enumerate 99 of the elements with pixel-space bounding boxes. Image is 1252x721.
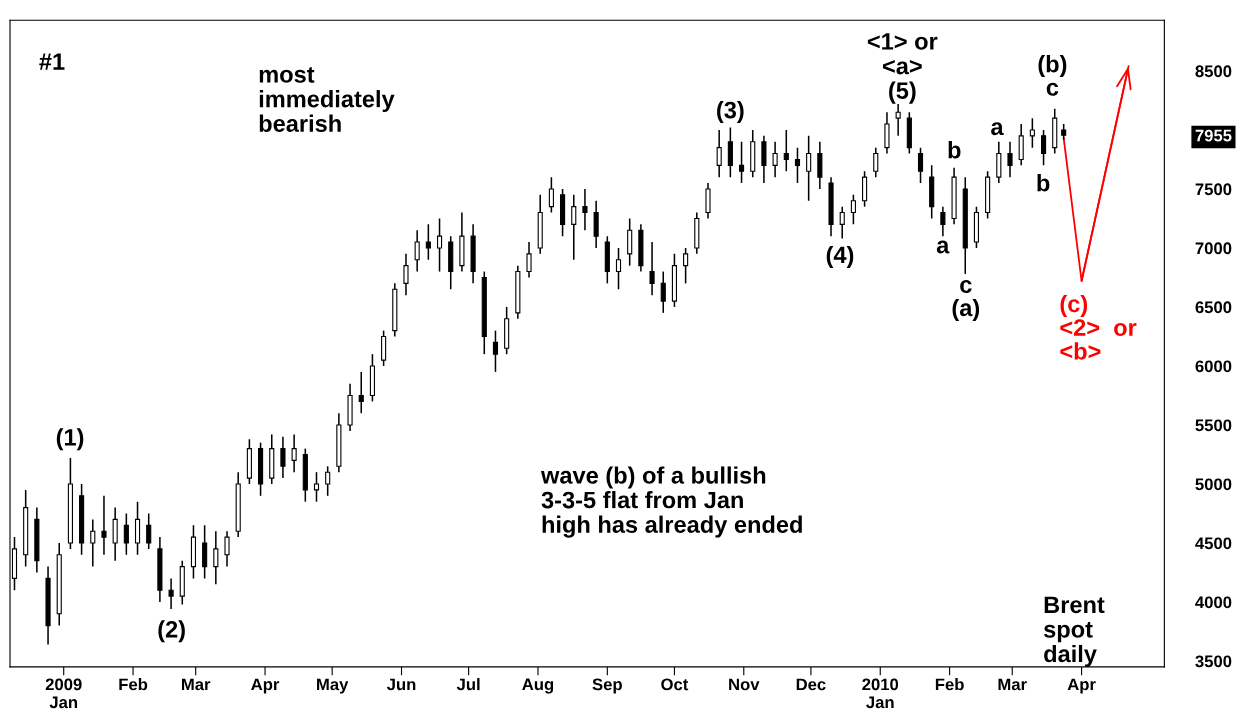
candlestick <box>1007 140 1013 178</box>
candlestick <box>358 371 364 414</box>
x-tick-label: Dec <box>796 678 826 691</box>
candlestick <box>873 146 879 178</box>
candlestick <box>548 176 554 214</box>
x-tick-label: May <box>317 678 349 694</box>
candlestick <box>705 182 711 220</box>
candlestick <box>649 241 655 296</box>
y-tick-label: 5000 <box>1195 478 1232 491</box>
candlestick <box>414 229 420 273</box>
candlestick <box>615 247 622 291</box>
y-tick-label: 7500 <box>1195 183 1232 196</box>
x-tick-label: Aug <box>522 678 554 694</box>
x-tick-label: Mar <box>998 678 1027 691</box>
candlestick <box>313 471 320 503</box>
candlestick <box>280 436 286 479</box>
annotation: (a) <box>952 298 980 321</box>
candlestick <box>90 518 96 568</box>
candlestick <box>123 512 129 556</box>
x-tick-label: Feb <box>119 678 148 691</box>
candlestick <box>996 140 1002 184</box>
y-tick-label: 6500 <box>1195 301 1232 314</box>
x-tick-label: 2009 Jan <box>45 678 82 709</box>
candlestick <box>112 506 118 562</box>
candlestick <box>101 495 107 556</box>
candlestick <box>627 217 633 267</box>
x-tick-label: 2010 Jan <box>862 678 899 709</box>
annotation: (1) <box>56 428 84 451</box>
candlestick <box>794 146 801 184</box>
series-label: (c) <2> or <b> <box>1060 294 1137 360</box>
annotation: most immediately bearish <box>259 67 395 132</box>
x-tick-label: Jun <box>386 678 416 691</box>
candlestick <box>839 205 845 240</box>
x-tick-label: Oct <box>661 678 689 691</box>
candlestick <box>403 253 409 296</box>
text: #1 <box>39 53 65 70</box>
candlestick <box>381 329 387 367</box>
candlestick <box>436 217 443 273</box>
candlestick <box>1018 123 1024 167</box>
candlestick <box>526 241 532 279</box>
candlestick <box>224 530 230 568</box>
candlestick <box>772 140 778 178</box>
candlestick <box>492 329 499 373</box>
candlestick <box>325 465 331 497</box>
annotation: (2) <box>158 620 185 643</box>
annotation: Brent spot daily <box>1043 596 1105 667</box>
x-tick-label: Sep <box>592 678 622 694</box>
annotation: b <box>948 141 961 159</box>
y-tick-label: 4000 <box>1195 596 1232 609</box>
candlestick <box>817 140 823 190</box>
candlestick <box>727 126 733 178</box>
candlestick <box>291 433 297 473</box>
candlestick <box>940 205 946 237</box>
annotation: <1> or <a> (5) <box>867 33 938 104</box>
candlestick <box>168 577 174 610</box>
candlestick <box>917 146 924 184</box>
candlestick <box>571 194 577 261</box>
annotation: (b) <box>1038 55 1067 78</box>
annotation: c <box>1046 82 1059 96</box>
candlestick <box>582 188 588 232</box>
x-tick-label: Nov <box>729 678 760 691</box>
y-tick-label: 5500 <box>1195 419 1232 432</box>
x-tick-label: Apr <box>251 678 280 694</box>
candlestick <box>895 103 901 137</box>
x-tick-label: Mar <box>181 678 211 691</box>
annotation: b <box>1037 174 1050 192</box>
annotation: (4) <box>826 245 854 268</box>
candlestick <box>884 111 890 155</box>
candlestick <box>425 223 431 261</box>
candlestick <box>660 270 666 314</box>
y-tick-label: 7000 <box>1195 242 1232 255</box>
candlestick <box>850 194 856 226</box>
candlestick <box>716 129 722 178</box>
candlestick <box>134 500 141 556</box>
y-tick-label: 4500 <box>1195 537 1232 550</box>
y-tick-label: 3500 <box>1195 655 1232 668</box>
candlestick <box>783 129 789 173</box>
annotation: wave (b) of a bullish 3-3-5 flat from Jan high has already ended <box>540 466 802 538</box>
y-tick-label: 8500 <box>1195 65 1232 78</box>
candlestick <box>1029 117 1035 149</box>
x-tick-label: Jul <box>456 678 480 691</box>
annotation: a <box>991 122 1004 136</box>
candlestick <box>213 530 219 586</box>
candlestick <box>593 199 599 249</box>
candlestick <box>862 170 868 208</box>
candlestick <box>683 247 689 285</box>
candlestick <box>806 135 812 202</box>
x-tick-label: Apr <box>1067 678 1096 694</box>
candlestick <box>202 524 208 580</box>
y-tick-label: 6000 <box>1195 360 1232 373</box>
candlestick <box>1040 129 1047 167</box>
candlestick <box>761 135 767 184</box>
candlestick <box>738 140 745 184</box>
x-tick-label: Feb <box>935 678 964 691</box>
annotation: c <box>960 280 972 293</box>
candlestick <box>146 512 152 550</box>
annotation: (3) <box>717 101 744 124</box>
annotation: a <box>936 240 950 254</box>
y-tick-label: 7955 <box>1195 129 1232 142</box>
